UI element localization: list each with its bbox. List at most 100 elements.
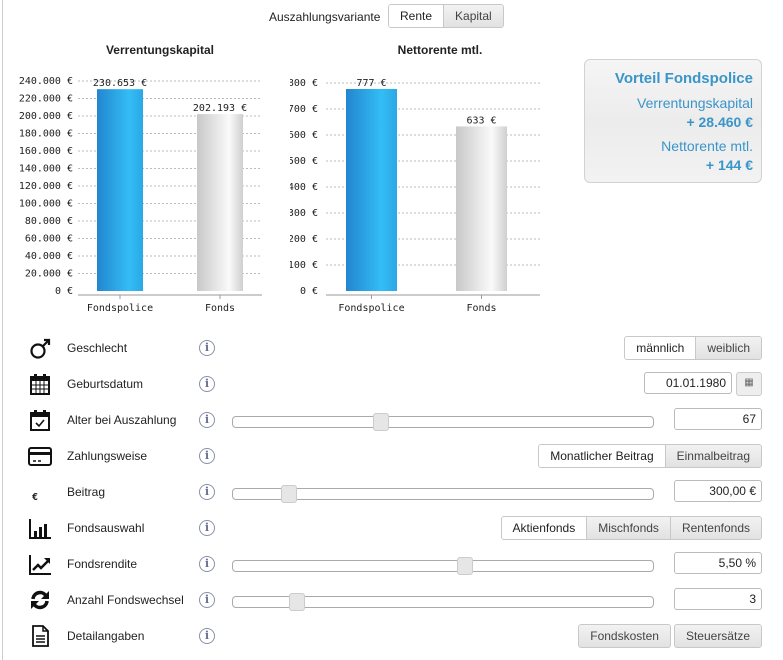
payout-toggle: Rente Kapital bbox=[388, 4, 504, 28]
y-tick-label: 120.000 € bbox=[19, 181, 73, 192]
info-icon[interactable]: i bbox=[199, 520, 215, 536]
label-detailangaben: Detailangaben bbox=[67, 629, 145, 643]
slider-alter-bei-auszahlung[interactable] bbox=[232, 413, 654, 431]
info-icon[interactable]: i bbox=[199, 376, 215, 392]
bar-chart-icon bbox=[29, 519, 51, 539]
y-tick-label: 300 € bbox=[290, 208, 318, 219]
row-alter-bei-auszahlung: Alter bei Auszahlung i 67 bbox=[0, 402, 783, 438]
label-anzahl-fondswechsel: Anzahl Fondswechsel bbox=[67, 593, 184, 607]
chart-nettorente: 0 € 100 € 200 € 300 € 400 € 500 € 600 € 700 € 80… bbox=[290, 78, 540, 314]
label-geschlecht: Geschlecht bbox=[67, 341, 128, 355]
slider-thumb[interactable] bbox=[457, 557, 473, 575]
label-geburtsdatum: Geburtsdatum bbox=[67, 377, 144, 391]
advantage-title: Vorteil Fondspolice bbox=[614, 70, 753, 87]
chart-verrentungskapital: 0 € 20.000 € 40.000 € 60.000 € 80.000 € 100.0… bbox=[19, 76, 262, 314]
payout-rente-button[interactable]: Rente bbox=[389, 5, 444, 27]
y-tick-label: 100 € bbox=[290, 260, 318, 271]
x-tick-label: Fonds bbox=[205, 303, 235, 314]
label-beitrag: Beitrag bbox=[67, 485, 106, 499]
info-icon[interactable]: i bbox=[199, 340, 215, 356]
y-tick-label: 180.000 € bbox=[19, 129, 73, 140]
chart1-title: Verrentungskapital bbox=[105, 43, 215, 57]
row-fondsauswahl: Fondsauswahl i Aktienfonds Mischfonds Renten… bbox=[0, 510, 783, 546]
slider-thumb[interactable] bbox=[373, 413, 389, 431]
left-border bbox=[2, 0, 3, 660]
info-icon[interactable]: i bbox=[199, 412, 215, 428]
male-icon bbox=[30, 338, 51, 359]
y-tick-label: 600 € bbox=[290, 130, 318, 141]
input-geburtsdatum[interactable]: 01.01.1980 bbox=[644, 372, 732, 394]
document-icon bbox=[32, 625, 49, 647]
slider-thumb[interactable] bbox=[289, 593, 305, 611]
y-tick-label: 400 € bbox=[290, 182, 318, 193]
bar-fonds bbox=[197, 114, 243, 292]
bar-value-label: 633 € bbox=[466, 115, 496, 126]
info-icon[interactable]: i bbox=[199, 556, 215, 572]
datepicker-button[interactable]: ▦ bbox=[736, 372, 762, 396]
input-alter-bei-auszahlung[interactable]: 67 bbox=[674, 408, 762, 430]
x-tick-label: Fondspolice bbox=[87, 303, 153, 314]
advantage-label-2: Nettorente mtl. bbox=[661, 138, 753, 154]
info-icon[interactable]: i bbox=[199, 448, 215, 464]
label-fondsauswahl: Fondsauswahl bbox=[67, 521, 145, 535]
row-geburtsdatum: Geburtsdatum i 01.01.1980 ▦ bbox=[0, 366, 783, 402]
y-tick-label: 240.000 € bbox=[19, 76, 73, 87]
label-alter-bei-auszahlung: Alter bei Auszahlung bbox=[67, 413, 177, 427]
y-tick-label: 140.000 € bbox=[19, 164, 73, 175]
y-tick-label: 200.000 € bbox=[19, 111, 73, 122]
row-beitrag: € Beitrag i 300,00 € bbox=[0, 474, 783, 510]
option-weiblich[interactable]: weiblich bbox=[695, 337, 761, 359]
slider-thumb[interactable] bbox=[280, 485, 297, 503]
bar-fondspolice bbox=[346, 88, 397, 291]
advantage-label-1: Verrentungskapital bbox=[637, 95, 753, 111]
option-rentenfonds[interactable]: Rentenfonds bbox=[669, 517, 761, 539]
y-tick-label: 700 € bbox=[290, 104, 318, 115]
option-einmalbeitrag[interactable]: Einmalbeitrag bbox=[664, 445, 761, 467]
y-tick-label: 500 € bbox=[290, 156, 318, 167]
slider-anzahl-fondswechsel[interactable] bbox=[232, 593, 654, 611]
input-fondsrendite[interactable]: 5,50 % bbox=[674, 552, 762, 574]
y-tick-label: 40.000 € bbox=[25, 251, 73, 262]
row-anzahl-fondswechsel: Anzahl Fondswechsel i 3 bbox=[0, 582, 783, 618]
payout-label: Auszahlungsvariante bbox=[269, 10, 381, 24]
option-mischfonds[interactable]: Mischfonds bbox=[586, 517, 670, 539]
x-tick-label: Fonds bbox=[466, 303, 496, 314]
bar-fondspolice bbox=[97, 89, 143, 292]
euro-icon: € bbox=[32, 492, 38, 503]
advantage-value-2: + 144 € bbox=[705, 157, 753, 173]
info-icon[interactable]: i bbox=[199, 592, 215, 608]
info-icon[interactable]: i bbox=[199, 484, 215, 500]
chart2-title: Nettorente mtl. bbox=[397, 43, 483, 57]
bar-value-label: 202.193 € bbox=[193, 103, 247, 114]
slider-beitrag[interactable] bbox=[232, 485, 654, 503]
calendar-icon bbox=[30, 374, 50, 395]
y-tick-label: 0 € bbox=[55, 286, 73, 297]
y-tick-label: 60.000 € bbox=[25, 234, 73, 245]
y-tick-label: 100.000 € bbox=[19, 199, 73, 210]
y-tick-label: 220.000 € bbox=[19, 94, 73, 105]
credit-card-icon bbox=[28, 447, 52, 466]
label-zahlungsweise: Zahlungsweise bbox=[67, 449, 148, 463]
row-geschlecht: Geschlecht i männlich weiblich bbox=[0, 330, 783, 366]
info-icon[interactable]: i bbox=[199, 628, 215, 644]
refresh-icon bbox=[31, 590, 49, 610]
toggle-detailangaben: Fondskosten Steuersätze bbox=[578, 624, 762, 648]
option-aktienfonds[interactable]: Aktienfonds bbox=[501, 517, 587, 539]
slider-fondsrendite[interactable] bbox=[232, 557, 654, 575]
row-fondsrendite: Fondsrendite i 5,50 % bbox=[0, 546, 783, 582]
option-steuersätze[interactable]: Steuersätze bbox=[673, 624, 762, 648]
input-anzahl-fondswechsel[interactable]: 3 bbox=[674, 588, 762, 610]
row-detailangaben: Detailangaben i Fondskosten Steuersätze bbox=[0, 618, 783, 654]
y-tick-label: 200 € bbox=[290, 234, 318, 245]
option-männlich[interactable]: männlich bbox=[625, 337, 696, 359]
input-beitrag[interactable]: 300,00 € bbox=[674, 480, 762, 502]
bar-value-label: 777 € bbox=[356, 78, 386, 89]
bar-value-label: 230.653 € bbox=[93, 78, 147, 89]
advantage-card: Vorteil Fondspolice Verrentungskapital +… bbox=[584, 59, 762, 183]
y-tick-label: 80.000 € bbox=[25, 216, 73, 227]
option-monatlicher-beitrag[interactable]: Monatlicher Beitrag bbox=[539, 445, 665, 467]
option-fondskosten[interactable]: Fondskosten bbox=[578, 624, 671, 648]
payout-kapital-button[interactable]: Kapital bbox=[443, 5, 503, 27]
calendar-check-icon bbox=[30, 410, 50, 431]
bar-fonds bbox=[456, 126, 507, 291]
